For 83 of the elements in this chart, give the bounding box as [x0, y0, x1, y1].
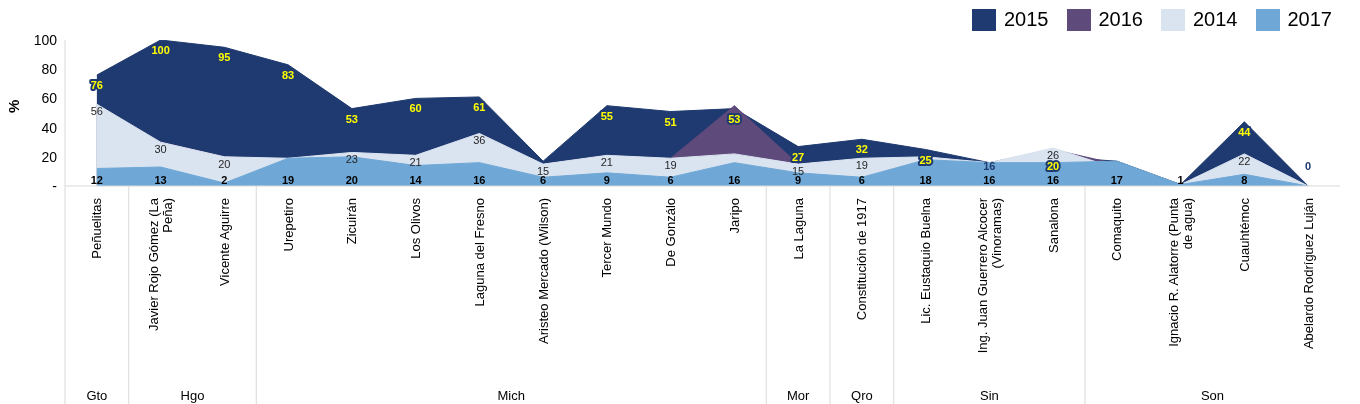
x-tick-label: Tercer Mundo [599, 198, 615, 278]
y-tick-label: - [52, 177, 58, 194]
data-label: 56 [90, 105, 103, 118]
x-tick-label: Javier Rojo Gómez (La Peña) [146, 197, 176, 331]
data-label: 55 [600, 109, 613, 122]
data-label: 1 [1177, 174, 1184, 186]
y-tick-label: 60 [41, 90, 58, 107]
legend-label: 2017 [1287, 8, 1332, 31]
x-tick-label: Abelardo Rodríguez Luján [1300, 198, 1316, 350]
x-tick-label: La Laguna [790, 197, 806, 260]
x-tick-label: Los Olivos [408, 197, 424, 259]
data-label: 6 [858, 174, 865, 186]
x-tick-label: Ing. Juan Guerrero Alcocer (Vinoramas) [974, 197, 1005, 354]
legend-label: 2015 [1004, 8, 1049, 31]
data-label: 36 [473, 134, 486, 147]
data-label: 95 [218, 51, 231, 64]
data-label: 51 [664, 115, 677, 128]
data-label: 53 [728, 112, 741, 125]
data-label: 18 [919, 174, 932, 186]
data-label: 16 [983, 160, 996, 172]
y-axis-title: % [5, 99, 23, 113]
x-tick-label: Lic. Eustaquio Buelna [918, 197, 934, 324]
data-label: 19 [282, 174, 295, 186]
y-tick-label: 20 [41, 148, 58, 165]
x-tick-label: Constitución de 1917 [854, 198, 870, 321]
x-tick-label: Urepetiro [280, 198, 296, 252]
data-label: 16 [728, 174, 741, 186]
text: Mich [497, 388, 525, 403]
data-label: 22 [1238, 154, 1251, 167]
data-label: 20 [1047, 160, 1060, 172]
x-tick-label: Cuauhtémoc [1236, 197, 1252, 272]
legend-label: 2016 [1098, 8, 1143, 31]
x-tick-label: Aristeo Mercado (Wilson) [535, 198, 551, 344]
data-label: 23 [345, 153, 358, 166]
data-label: 21 [409, 156, 422, 169]
data-label: 16 [1047, 174, 1060, 186]
data-label: 8 [1241, 174, 1248, 186]
y-tick-label: 40 [41, 119, 58, 136]
x-tick-label: Jaripo [726, 198, 742, 234]
data-label: 32 [855, 143, 868, 156]
data-label: 44 [1238, 125, 1252, 138]
x-tick-label: Sanalona [1045, 197, 1061, 253]
data-label: 21 [600, 156, 613, 169]
x-tick-label: Laguna del Fresno [471, 198, 487, 307]
text: Qro [851, 388, 873, 403]
data-label: 19 [664, 159, 677, 172]
data-label: 60 [409, 102, 422, 115]
x-tick-label: Comaquito [1109, 198, 1125, 261]
data-label: 27 [792, 150, 805, 163]
data-label: 100 [151, 44, 170, 56]
data-label: 9 [603, 174, 610, 186]
x-tick-label: Ignacio R. Alatorre (Punta de agua) [1166, 197, 1196, 347]
data-label: 17 [1110, 174, 1123, 186]
data-label: 6 [667, 174, 674, 186]
data-label: 76 [90, 79, 103, 92]
x-tick-label: Vicente Aguirre [216, 198, 232, 286]
text: Sin [979, 388, 999, 403]
data-label: 26 [1047, 149, 1060, 162]
text: Mor [786, 388, 810, 403]
x-tick-label: Peñuelitas [89, 197, 105, 259]
data-label: 14 [409, 174, 423, 186]
data-label: 16 [473, 174, 486, 186]
data-label: 12 [90, 174, 103, 186]
data-label: 2 [221, 174, 228, 186]
x-tick-label: De Gonzálo [663, 198, 679, 267]
data-label: 0 [1305, 160, 1312, 172]
y-tick-label: 100 [33, 31, 58, 48]
data-label: 25 [919, 153, 932, 166]
text: Hgo [180, 388, 205, 403]
legend-label: 2014 [1193, 8, 1238, 31]
data-label: 20 [218, 157, 231, 170]
data-label: 13 [154, 174, 167, 186]
text: Son [1200, 388, 1225, 403]
text: Gto [86, 388, 108, 403]
data-label: 30 [154, 143, 167, 156]
data-label: 83 [282, 68, 295, 81]
data-label: 19 [855, 159, 868, 172]
x-tick-label: Zicuirán [344, 198, 360, 245]
data-label: 61 [473, 100, 486, 113]
y-tick-label: 80 [41, 61, 58, 78]
data-label: 53 [345, 112, 358, 125]
data-label: 20 [345, 174, 358, 186]
data-label: 16 [983, 174, 996, 186]
